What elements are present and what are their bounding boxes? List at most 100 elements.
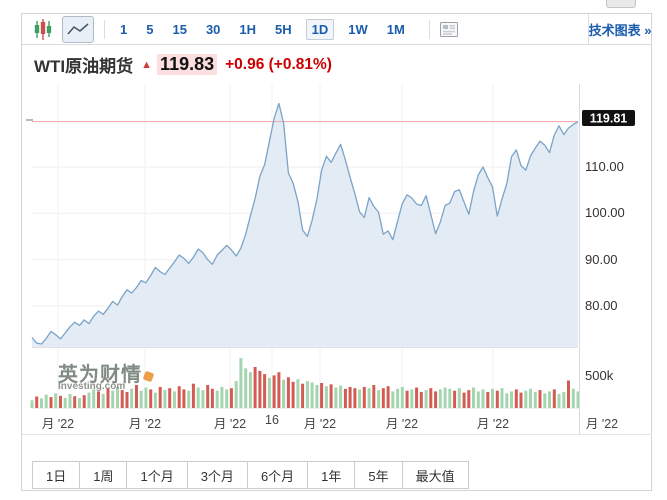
volume-bar: [68, 393, 72, 408]
volume-bar: [362, 386, 366, 408]
x-axis-label: 月 '22: [385, 417, 419, 431]
news-panel-icon[interactable]: [439, 21, 458, 37]
interval-button-5[interactable]: 5: [146, 21, 154, 37]
volume-bar: [476, 391, 480, 408]
volume-bar: [59, 395, 62, 408]
tech-chart-link[interactable]: 技术图表 »: [588, 22, 652, 38]
volume-bar: [248, 372, 252, 408]
volume-bar: [244, 368, 248, 408]
interval-button-30[interactable]: 30: [205, 21, 221, 37]
interval-button-1m[interactable]: 1M: [386, 21, 405, 37]
volume-bar: [78, 398, 81, 408]
interval-button-1[interactable]: 1: [120, 21, 128, 37]
volume-bar: [419, 392, 423, 408]
volume-bar: [267, 377, 271, 408]
range-button-3mo[interactable]: 3个月: [186, 461, 248, 489]
range-button-1y[interactable]: 1年: [307, 461, 356, 489]
volume-bar: [296, 379, 300, 408]
volume-bar: [87, 392, 91, 408]
line-chart-icon[interactable]: [62, 15, 94, 43]
x-axis-label: 月 '22: [213, 417, 247, 431]
volume-bar: [220, 386, 224, 408]
interval-button-5h[interactable]: 5H: [275, 21, 292, 37]
last-price: 119.83: [157, 54, 218, 75]
range-button-1mo[interactable]: 1个月: [126, 461, 188, 489]
volume-bar: [467, 390, 471, 408]
x-axis-label: 月 '22: [303, 417, 337, 431]
up-arrow-icon: ▲: [141, 58, 153, 71]
volume-bar: [111, 390, 115, 408]
volume-bar: [552, 389, 556, 408]
chart-widget: 1 5 15 30 1H 5H 1D 1W 1M 技术图表 » WTI原油期货 …: [21, 13, 652, 491]
volume-bar: [524, 390, 528, 408]
x-axis-label: 月 '22: [41, 417, 75, 431]
range-button-5y[interactable]: 5年: [354, 461, 403, 489]
volume-bar: [410, 389, 414, 408]
volume-bar: [491, 388, 494, 408]
price-line: [31, 102, 579, 345]
volume-bar: [263, 374, 267, 408]
chart-area: 119.81 英为财情 Investing.com 110.00 100.00 90…: [22, 84, 652, 442]
volume-bar: [130, 388, 134, 408]
volume-bar: [514, 389, 518, 408]
price-area: [32, 103, 578, 347]
volume-bar: [305, 381, 309, 408]
toolbar-separator: [104, 19, 105, 39]
volume-bar: [443, 387, 447, 408]
candlestick-icon[interactable]: [33, 18, 53, 40]
volume-bar: [116, 386, 119, 408]
volume-bar: [291, 381, 295, 408]
volume-bar: [158, 386, 162, 408]
volume-bar: [510, 391, 513, 408]
range-button-max[interactable]: 最大值: [401, 461, 469, 489]
volume-bar: [548, 391, 551, 408]
volume-bar: [557, 393, 561, 408]
x-axis-label: 16: [265, 413, 279, 427]
current-price-badge-label: 119.81: [590, 112, 628, 126]
volume-bar: [391, 391, 395, 408]
volume-bar: [372, 385, 376, 408]
volume-bar: [377, 390, 381, 408]
volume-bar: [538, 390, 542, 408]
volume-bar: [277, 372, 281, 408]
partial-top-button[interactable]: [606, 0, 636, 8]
volume-bar: [101, 393, 105, 408]
volume-bar: [576, 391, 580, 408]
volume-bar: [168, 388, 172, 408]
tech-chart-link-box: 技术图表 »: [588, 14, 651, 44]
toolbar-separator: [428, 19, 430, 39]
volume-bar: [144, 387, 148, 408]
volume-bar: [206, 385, 210, 408]
volume-bar: [210, 388, 214, 408]
volume-bar: [505, 393, 509, 408]
range-button-1w[interactable]: 1周: [79, 461, 128, 489]
volume-bar: [225, 389, 229, 408]
volume-bar: [54, 393, 58, 408]
volume-bar: [481, 389, 485, 408]
volume-bar: [82, 395, 86, 408]
volume-bar: [282, 379, 286, 408]
volume-bar: [562, 392, 566, 408]
volume-bar: [543, 393, 547, 408]
interval-button-1d[interactable]: 1D: [305, 18, 335, 40]
volume-bar: [571, 388, 575, 408]
volume-bar: [486, 392, 490, 408]
volume-bar: [529, 388, 532, 408]
price-chart[interactable]: 119.81: [22, 84, 652, 436]
volume-bar: [453, 390, 457, 408]
volume-bar: [40, 398, 43, 408]
current-price-badge: [582, 110, 635, 126]
interval-button-1w[interactable]: 1W: [348, 21, 368, 37]
instrument-header: WTI原油期货 ▲ 119.83 +0.96 (+0.81%): [22, 45, 651, 84]
range-button-1d[interactable]: 1日: [32, 461, 81, 489]
volume-bar: [149, 389, 153, 408]
volume-bar: [396, 388, 400, 408]
range-button-6mo[interactable]: 6个月: [246, 461, 309, 489]
interval-button-15[interactable]: 15: [172, 21, 187, 37]
interval-button-1h[interactable]: 1H: [239, 21, 257, 37]
volume-bar: [348, 386, 352, 408]
volume-bar: [353, 388, 357, 408]
volume-bar: [125, 392, 129, 408]
volume-bar: [49, 397, 53, 408]
volume-bar: [35, 396, 39, 408]
